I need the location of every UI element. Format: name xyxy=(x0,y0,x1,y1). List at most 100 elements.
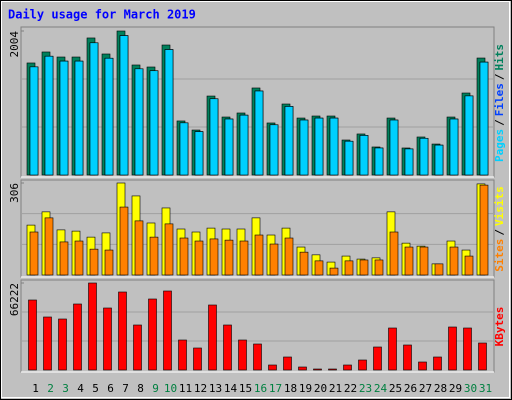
legend-entry: KBytes xyxy=(493,307,506,347)
x-tick-label: 24 xyxy=(374,382,388,395)
x-tick-label: 27 xyxy=(419,382,432,395)
bar xyxy=(44,55,54,176)
bar xyxy=(374,147,384,176)
bar xyxy=(373,346,382,371)
x-tick-label: 12 xyxy=(194,382,207,395)
bar xyxy=(388,327,397,371)
bar xyxy=(149,236,159,276)
bar xyxy=(59,60,69,176)
bar xyxy=(328,368,337,371)
bar xyxy=(284,106,294,176)
x-tick-label: 20 xyxy=(314,382,327,395)
x-tick-label: 31 xyxy=(479,382,492,395)
bar xyxy=(389,119,399,176)
bar xyxy=(148,298,157,371)
bar xyxy=(269,124,279,176)
bar xyxy=(358,359,367,371)
bar xyxy=(283,356,292,371)
bar xyxy=(389,231,399,276)
bar xyxy=(223,324,232,371)
x-tick-label: 1 xyxy=(32,382,39,395)
bar xyxy=(269,243,279,276)
bar xyxy=(88,282,97,371)
bar xyxy=(134,220,144,276)
bar xyxy=(164,223,174,276)
x-tick-label: 6 xyxy=(107,382,114,395)
x-tick-label: 4 xyxy=(77,382,84,395)
x-tick-label: 13 xyxy=(209,382,222,395)
x-tick-label: 28 xyxy=(434,382,447,395)
bar xyxy=(104,249,114,276)
x-tick-label: 26 xyxy=(404,382,417,395)
x-tick-label: 22 xyxy=(344,382,357,395)
x-tick-label: 10 xyxy=(164,382,177,395)
bar xyxy=(359,259,369,276)
bar xyxy=(194,240,204,276)
bar xyxy=(163,290,172,371)
bar xyxy=(119,206,129,276)
legend-separator: / xyxy=(493,229,506,236)
bar xyxy=(164,49,174,176)
bar xyxy=(299,119,309,176)
x-tick-label: 8 xyxy=(137,382,144,395)
bar xyxy=(478,342,487,371)
legend-entry: Sites xyxy=(493,239,506,272)
bar xyxy=(419,246,429,276)
bar xyxy=(59,241,69,276)
x-tick-label: 25 xyxy=(389,382,402,395)
x-tick-label: 15 xyxy=(239,382,252,395)
bar xyxy=(58,318,67,371)
bar xyxy=(434,144,444,176)
x-tick-label: 16 xyxy=(254,382,267,395)
legend-entry: Visits xyxy=(493,186,506,226)
bar xyxy=(418,361,427,371)
bar xyxy=(254,234,264,276)
legend: Sites / Visits xyxy=(493,186,506,272)
bar xyxy=(178,339,187,371)
bar xyxy=(134,68,144,176)
x-tick-label: 7 xyxy=(122,382,129,395)
bar xyxy=(74,240,84,276)
x-tick-label: 5 xyxy=(92,382,99,395)
bar xyxy=(209,238,219,276)
bar xyxy=(419,137,429,176)
bar xyxy=(449,246,459,276)
bar xyxy=(268,364,277,371)
bar xyxy=(179,237,189,276)
legend-entry: Pages xyxy=(493,129,506,162)
bar xyxy=(194,131,204,176)
legend-entry: Hits xyxy=(493,44,506,71)
bar xyxy=(224,118,234,176)
legend: Pages / Files / Hits xyxy=(493,44,506,162)
bar xyxy=(448,326,457,371)
bar xyxy=(329,267,339,276)
bar xyxy=(404,246,414,276)
bar xyxy=(254,90,264,176)
bar xyxy=(479,184,489,276)
bar xyxy=(44,217,54,276)
bar xyxy=(284,237,294,276)
bar xyxy=(464,95,474,176)
legend-separator: / xyxy=(493,119,506,126)
bar xyxy=(104,57,114,176)
bar xyxy=(74,60,84,176)
x-tick-label: 2 xyxy=(47,382,54,395)
bar xyxy=(28,299,37,371)
bar xyxy=(253,343,262,371)
bar xyxy=(103,307,112,371)
bar xyxy=(359,135,369,176)
x-tick-label: 29 xyxy=(449,382,462,395)
bar xyxy=(403,344,412,371)
bar xyxy=(374,259,384,276)
chart-title: Daily usage for March 2019 xyxy=(8,8,196,22)
bar xyxy=(119,35,129,176)
bar xyxy=(434,263,444,276)
bar xyxy=(238,339,247,371)
x-tick-label: 23 xyxy=(359,382,372,395)
bar xyxy=(239,114,249,176)
x-tick-label: 3 xyxy=(62,382,69,395)
legend: KBytes xyxy=(493,307,506,347)
bar xyxy=(133,324,142,371)
bar xyxy=(89,42,99,176)
